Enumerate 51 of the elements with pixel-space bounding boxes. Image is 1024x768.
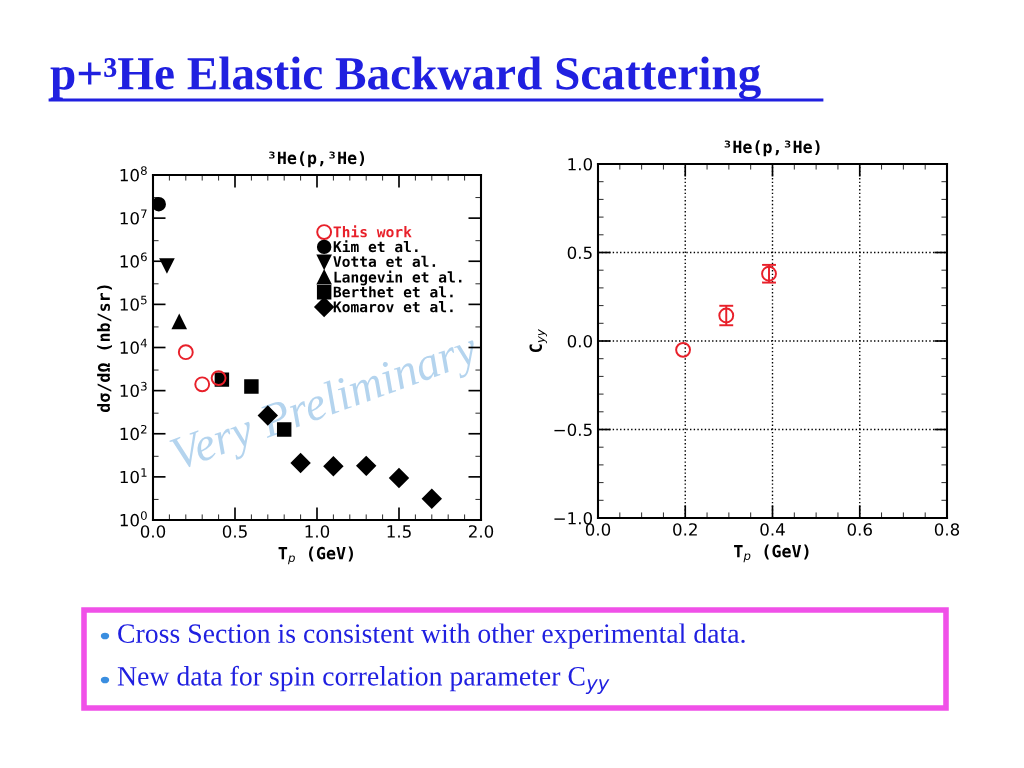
text: Cross Section is consistent with other experimental data. xyxy=(118,623,745,649)
x-tick-label: 2.0 xyxy=(468,525,494,538)
point xyxy=(675,341,691,358)
chart-title: ³He(p,³He) xyxy=(269,151,365,168)
y-tick-label: 0.5 xyxy=(567,246,592,260)
text: T$_{p}$ (GeV) xyxy=(278,546,353,565)
point xyxy=(389,468,409,488)
x-tick-label: 0.0 xyxy=(140,525,166,538)
y-tick-label: 10$^{8}$ xyxy=(120,166,147,182)
text: p+³He Elastic Backward Scattering xyxy=(50,56,761,100)
legend-label: Votta et al. xyxy=(333,255,436,268)
y-tick-label: −1.0 xyxy=(554,511,593,525)
x-tick-label: 0.6 xyxy=(847,523,872,536)
point xyxy=(290,453,311,473)
y-axis-title: C$_{yy}$ xyxy=(529,329,547,353)
x-tick-label: 1.0 xyxy=(305,525,330,538)
point xyxy=(159,258,175,273)
x-tick-label: 1.5 xyxy=(387,525,411,538)
point xyxy=(244,379,259,394)
text: New data for spin correlation parameter C$_{yy}$ xyxy=(117,665,610,694)
y-tick-label: 0.0 xyxy=(567,334,593,348)
x-tick-label: 0.0 xyxy=(585,523,611,536)
legend-label: Kim et al. xyxy=(333,240,418,253)
y-tick-label: 10$^{2}$ xyxy=(120,424,147,441)
x-tick-label: 0.2 xyxy=(673,523,697,536)
point xyxy=(210,370,227,387)
y-tick-label: 10$^{7}$ xyxy=(120,209,147,225)
y-tick-label: 10$^{1}$ xyxy=(120,468,147,484)
x-tick-label: 0.8 xyxy=(934,523,960,536)
y-tick-label: 1.0 xyxy=(568,157,593,171)
y-tick-label: 10$^{3}$ xyxy=(120,381,147,398)
point xyxy=(177,344,194,361)
text: T$_{p}$ (GeV) xyxy=(734,544,809,563)
x-tick-label: 0.4 xyxy=(760,523,785,536)
legend-label: Langevin et al. xyxy=(334,270,462,286)
point xyxy=(194,376,211,393)
y-tick-label: 10$^{6}$ xyxy=(120,252,147,268)
y-tick-label: 10$^{4}$ xyxy=(120,338,147,354)
x-tick-label: 0.5 xyxy=(222,525,247,538)
point xyxy=(421,489,442,509)
y-tick-label: −0.5 xyxy=(554,423,592,437)
y-axis-title: dσ/dΩ (nb/sr) xyxy=(97,285,112,412)
point xyxy=(153,197,166,212)
legend-label: This work xyxy=(333,225,412,238)
point xyxy=(356,456,377,476)
legend-label: Komarov et al. xyxy=(333,301,453,313)
legend-label: Berthet et al. xyxy=(333,286,453,298)
chart-title: ³He(p,³He) xyxy=(724,140,820,157)
y-tick-label: 10$^{5}$ xyxy=(120,295,147,311)
point xyxy=(172,314,187,330)
point xyxy=(323,456,344,477)
